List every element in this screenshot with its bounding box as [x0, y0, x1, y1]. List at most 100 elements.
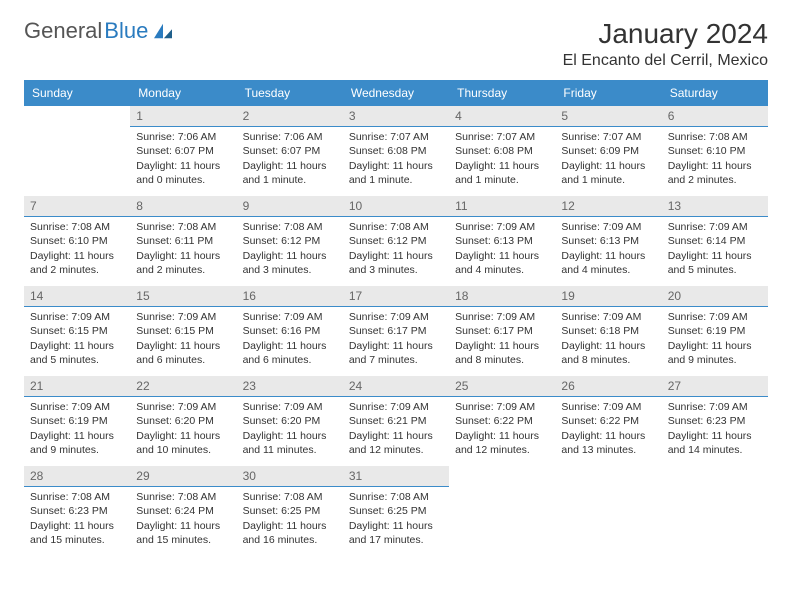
calendar-day-cell: 14Sunrise: 7:09 AMSunset: 6:15 PMDayligh…	[24, 286, 130, 376]
day-details: Sunrise: 7:07 AMSunset: 6:08 PMDaylight:…	[343, 127, 449, 193]
day-number: 16	[237, 286, 343, 307]
calendar-day-cell: 5Sunrise: 7:07 AMSunset: 6:09 PMDaylight…	[555, 106, 661, 196]
calendar-week-row: 1Sunrise: 7:06 AMSunset: 6:07 PMDaylight…	[24, 106, 768, 196]
day-number: 23	[237, 376, 343, 397]
day-number: 17	[343, 286, 449, 307]
weekday-header: Wednesday	[343, 80, 449, 106]
daylight-line: Daylight: 11 hours and 4 minutes.	[561, 249, 655, 277]
sunrise-line: Sunrise: 7:09 AM	[561, 400, 655, 414]
day-number: 2	[237, 106, 343, 127]
sunrise-line: Sunrise: 7:08 AM	[30, 220, 124, 234]
sunset-line: Sunset: 6:10 PM	[668, 144, 762, 158]
daylight-line: Daylight: 11 hours and 9 minutes.	[668, 339, 762, 367]
logo-text-blue: Blue	[104, 18, 148, 44]
weekday-header: Thursday	[449, 80, 555, 106]
weekday-header: Monday	[130, 80, 236, 106]
calendar-day-cell: 8 Sunrise: 7:08 AMSunset: 6:11 PMDaylight…	[130, 196, 236, 286]
daylight-line: Daylight: 11 hours and 2 minutes.	[136, 249, 230, 277]
sunrise-line: Sunrise: 7:07 AM	[455, 130, 549, 144]
day-number: 18	[449, 286, 555, 307]
day-number: 30	[237, 466, 343, 487]
day-number: 4	[449, 106, 555, 127]
daylight-line: Daylight: 11 hours and 5 minutes.	[668, 249, 762, 277]
calendar-week-row: 21Sunrise: 7:09 AMSunset: 6:19 PMDayligh…	[24, 376, 768, 466]
sunset-line: Sunset: 6:20 PM	[243, 414, 337, 428]
day-number: 3	[343, 106, 449, 127]
calendar-day-cell: 30 Sunrise: 7:08 AMSunset: 6:25 PMDayligh…	[237, 466, 343, 556]
day-number: 1	[130, 106, 236, 127]
daylight-line: Daylight: 11 hours and 7 minutes.	[349, 339, 443, 367]
sunset-line: Sunset: 6:22 PM	[561, 414, 655, 428]
day-number: 9	[237, 196, 343, 217]
title-block: January 2024 El Encanto del Cerril, Mexi…	[563, 18, 768, 70]
sunrise-line: Sunrise: 7:06 AM	[136, 130, 230, 144]
logo-sail-icon	[152, 22, 174, 40]
sunset-line: Sunset: 6:09 PM	[561, 144, 655, 158]
sunrise-line: Sunrise: 7:08 AM	[243, 490, 337, 504]
calendar-empty-cell	[449, 466, 555, 556]
calendar-day-cell: 16Sunrise: 7:09 AMSunset: 6:16 PMDayligh…	[237, 286, 343, 376]
calendar-day-cell: 2Sunrise: 7:06 AMSunset: 6:07 PMDaylight…	[237, 106, 343, 196]
sunrise-line: Sunrise: 7:09 AM	[243, 310, 337, 324]
day-number: 25	[449, 376, 555, 397]
calendar-empty-cell	[662, 466, 768, 556]
calendar-day-cell: 29Sunrise: 7:08 AMSunset: 6:24 PMDayligh…	[130, 466, 236, 556]
calendar-day-cell: 31Sunrise: 7:08 AMSunset: 6:25 PMDayligh…	[343, 466, 449, 556]
calendar-day-cell: 21Sunrise: 7:09 AMSunset: 6:19 PMDayligh…	[24, 376, 130, 466]
day-number: 26	[555, 376, 661, 397]
daylight-line: Daylight: 11 hours and 1 minute.	[455, 159, 549, 187]
daylight-line: Daylight: 11 hours and 9 minutes.	[30, 429, 124, 457]
day-details: Sunrise: 7:07 AMSunset: 6:09 PMDaylight:…	[555, 127, 661, 193]
sunrise-line: Sunrise: 7:09 AM	[455, 400, 549, 414]
sunrise-line: Sunrise: 7:09 AM	[561, 310, 655, 324]
daylight-line: Daylight: 11 hours and 13 minutes.	[561, 429, 655, 457]
day-number: 22	[130, 376, 236, 397]
calendar-day-cell: 28Sunrise: 7:08 AMSunset: 6:23 PMDayligh…	[24, 466, 130, 556]
sunrise-line: Sunrise: 7:09 AM	[561, 220, 655, 234]
daylight-line: Daylight: 11 hours and 12 minutes.	[349, 429, 443, 457]
weekday-header: Sunday	[24, 80, 130, 106]
daylight-line: Daylight: 11 hours and 16 minutes.	[243, 519, 337, 547]
day-number: 8	[130, 196, 236, 217]
sunset-line: Sunset: 6:15 PM	[30, 324, 124, 338]
daylight-line: Daylight: 11 hours and 0 minutes.	[136, 159, 230, 187]
calendar-day-cell: 20Sunrise: 7:09 AMSunset: 6:19 PMDayligh…	[662, 286, 768, 376]
day-number: 13	[662, 196, 768, 217]
sunset-line: Sunset: 6:19 PM	[30, 414, 124, 428]
day-number: 12	[555, 196, 661, 217]
day-number: 15	[130, 286, 236, 307]
sunrise-line: Sunrise: 7:09 AM	[243, 400, 337, 414]
weekday-header: Saturday	[662, 80, 768, 106]
sunrise-line: Sunrise: 7:08 AM	[136, 490, 230, 504]
sunset-line: Sunset: 6:20 PM	[136, 414, 230, 428]
calendar-day-cell: 4 Sunrise: 7:07 AMSunset: 6:08 PMDaylight…	[449, 106, 555, 196]
sunrise-line: Sunrise: 7:08 AM	[136, 220, 230, 234]
header: GeneralBlue January 2024 El Encanto del …	[24, 18, 768, 70]
day-details: Sunrise: 7:08 AMSunset: 6:25 PMDaylight:…	[343, 487, 449, 553]
day-details: Sunrise: 7:09 AMSunset: 6:22 PMDaylight:…	[555, 397, 661, 463]
day-details: Sunrise: 7:09 AMSunset: 6:15 PMDaylight:…	[130, 307, 236, 373]
calendar-day-cell: 23Sunrise: 7:09 AMSunset: 6:20 PMDayligh…	[237, 376, 343, 466]
sunset-line: Sunset: 6:12 PM	[349, 234, 443, 248]
sunset-line: Sunset: 6:08 PM	[455, 144, 549, 158]
day-details: Sunrise: 7:06 AMSunset: 6:07 PMDaylight:…	[237, 127, 343, 193]
sunset-line: Sunset: 6:22 PM	[455, 414, 549, 428]
day-number: 14	[24, 286, 130, 307]
calendar-day-cell: 12Sunrise: 7:09 AMSunset: 6:13 PMDayligh…	[555, 196, 661, 286]
daylight-line: Daylight: 11 hours and 10 minutes.	[136, 429, 230, 457]
sunset-line: Sunset: 6:11 PM	[136, 234, 230, 248]
day-number: 10	[343, 196, 449, 217]
sunset-line: Sunset: 6:23 PM	[30, 504, 124, 518]
day-details: Sunrise: 7:09 AMSunset: 6:22 PMDaylight:…	[449, 397, 555, 463]
sunrise-line: Sunrise: 7:09 AM	[455, 310, 549, 324]
day-details: Sunrise: 7:08 AMSunset: 6:10 PMDaylight:…	[662, 127, 768, 193]
calendar-day-cell: 6Sunrise: 7:08 AMSunset: 6:10 PMDaylight…	[662, 106, 768, 196]
calendar-day-cell: 13Sunrise: 7:09 AMSunset: 6:14 PMDayligh…	[662, 196, 768, 286]
calendar-week-row: 7Sunrise: 7:08 AMSunset: 6:10 PMDaylight…	[24, 196, 768, 286]
sunrise-line: Sunrise: 7:08 AM	[349, 220, 443, 234]
day-number: 24	[343, 376, 449, 397]
sunset-line: Sunset: 6:25 PM	[243, 504, 337, 518]
weekday-header-row: SundayMondayTuesdayWednesdayThursdayFrid…	[24, 80, 768, 106]
calendar-day-cell: 25Sunrise: 7:09 AMSunset: 6:22 PMDayligh…	[449, 376, 555, 466]
day-number: 5	[555, 106, 661, 127]
